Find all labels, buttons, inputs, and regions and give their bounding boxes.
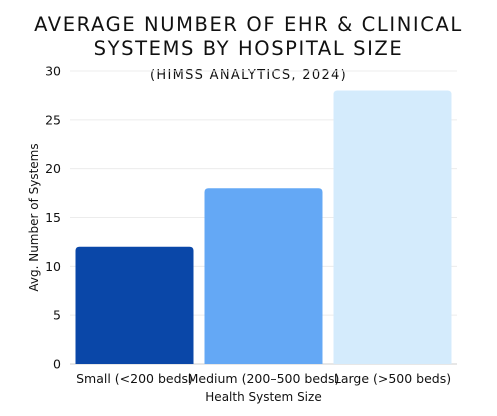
y-tick-label: 15 — [45, 210, 61, 225]
bar-2 — [204, 188, 323, 364]
bar-1 — [75, 246, 194, 364]
chart-title-line-2: SYSTEMS BY HOSPITAL SIZE — [93, 37, 404, 60]
chart-subtitle: (HIMSS ANALYTICS, 2024) — [150, 68, 347, 83]
x-tick-label: Small (<200 beds) — [76, 371, 193, 386]
y-tick-label: 30 — [45, 64, 61, 79]
x-axis-title: Health System Size — [205, 390, 321, 404]
x-tick-label: Large (>500 beds) — [334, 371, 451, 386]
y-tick-label: 10 — [45, 259, 61, 274]
x-tick-label: Medium (200–500 beds) — [188, 371, 340, 386]
bars — [75, 90, 452, 365]
y-tick-labels: 0 5 10 15 20 25 30 — [45, 64, 61, 372]
y-tick-label: 0 — [53, 357, 61, 372]
chart-title-line-1: AVERAGE NUMBER OF EHR & CLINICAL — [34, 13, 463, 36]
y-tick-label: 20 — [45, 161, 61, 176]
x-tick-labels: Small (<200 beds)Medium (200–500 beds)La… — [76, 371, 451, 386]
bar-3 — [333, 90, 452, 365]
y-tick-label: 5 — [53, 308, 61, 323]
y-tick-label: 25 — [45, 112, 61, 127]
y-axis-title: Avg. Number of Systems — [27, 143, 41, 291]
